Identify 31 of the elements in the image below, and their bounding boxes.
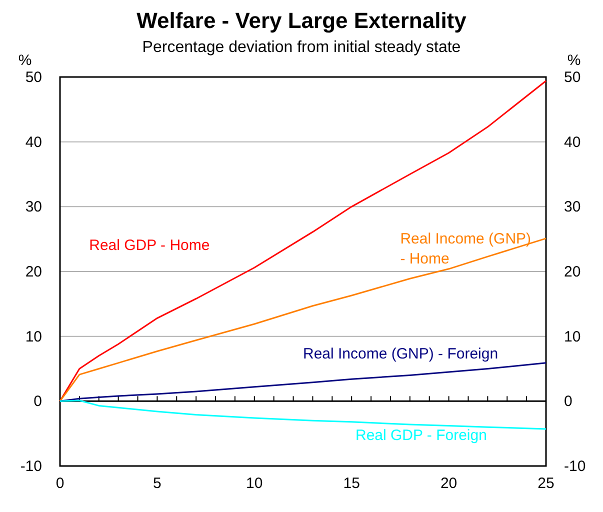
y2-tick-label: 30 (564, 198, 581, 216)
y-tick-label: 0 (34, 393, 42, 410)
chart-subtitle: Percentage deviation from initial steady state (142, 39, 461, 56)
y-tick-label: 50 (25, 69, 42, 86)
y2-axis-title: % (567, 52, 581, 69)
x-tick-label: 0 (56, 475, 64, 492)
y2-tick-label: 50 (564, 69, 581, 86)
text: Real GDP - Home (89, 237, 210, 254)
x-tick-label: 20 (440, 475, 458, 492)
y-axis-title: % (18, 52, 32, 69)
x-tick-label: 25 (538, 475, 554, 492)
y-tick-label: -10 (20, 458, 42, 475)
y-tick-label: 10 (25, 328, 42, 346)
series-label: Real GDP - Foreign (355, 427, 487, 444)
y2-tick-label: -10 (564, 458, 586, 475)
series-label: Real Income (GNP) - Foreign (303, 345, 498, 362)
y-tick-label: 40 (25, 134, 42, 151)
series-label: Real Income (GNP) - Home (400, 230, 532, 268)
y2-tick-label: 0 (564, 393, 572, 410)
y2-tick-label: 40 (564, 134, 581, 151)
y-tick-label: 30 (25, 198, 42, 216)
x-tick-label: 5 (153, 475, 162, 492)
line-series (59, 80, 547, 402)
x-tick-label: 10 (246, 475, 263, 492)
line-series (59, 362, 547, 402)
y2-tick-label: 10 (564, 328, 581, 346)
y2-tick-label: 20 (564, 264, 581, 280)
x-tick-label: 15 (343, 475, 360, 492)
chart-title: Welfare - Very Large Externality (136, 8, 468, 33)
y-tick-label: 20 (25, 264, 42, 280)
line-series (59, 400, 547, 430)
